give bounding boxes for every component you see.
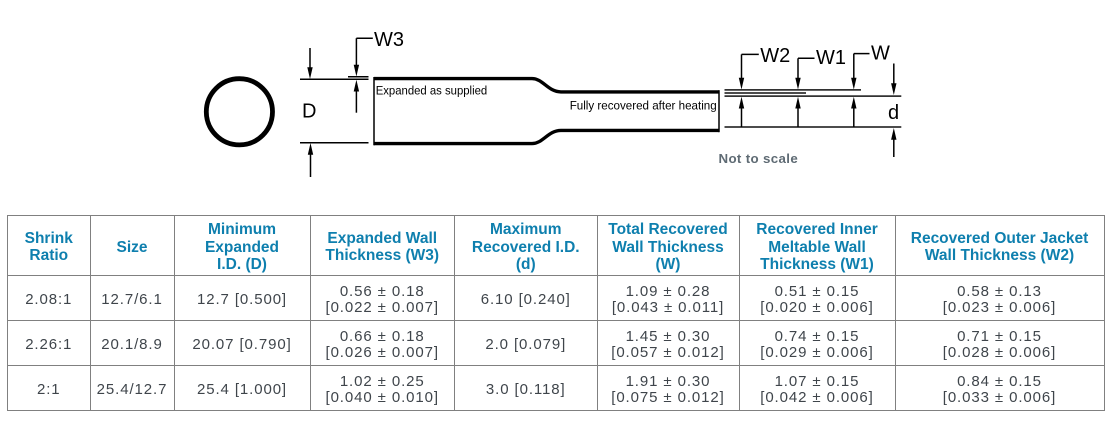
svg-text:Not to scale: Not to scale — [719, 151, 799, 166]
svg-text:Expanded as supplied: Expanded as supplied — [376, 83, 488, 97]
svg-text:Fully recovered after heating: Fully recovered after heating — [570, 98, 717, 112]
svg-text:W2: W2 — [760, 45, 790, 67]
svg-text:d: d — [888, 102, 899, 124]
svg-text:W3: W3 — [374, 29, 404, 51]
svg-text:D: D — [302, 101, 316, 123]
svg-text:W1: W1 — [816, 47, 846, 69]
svg-text:W: W — [871, 43, 890, 65]
